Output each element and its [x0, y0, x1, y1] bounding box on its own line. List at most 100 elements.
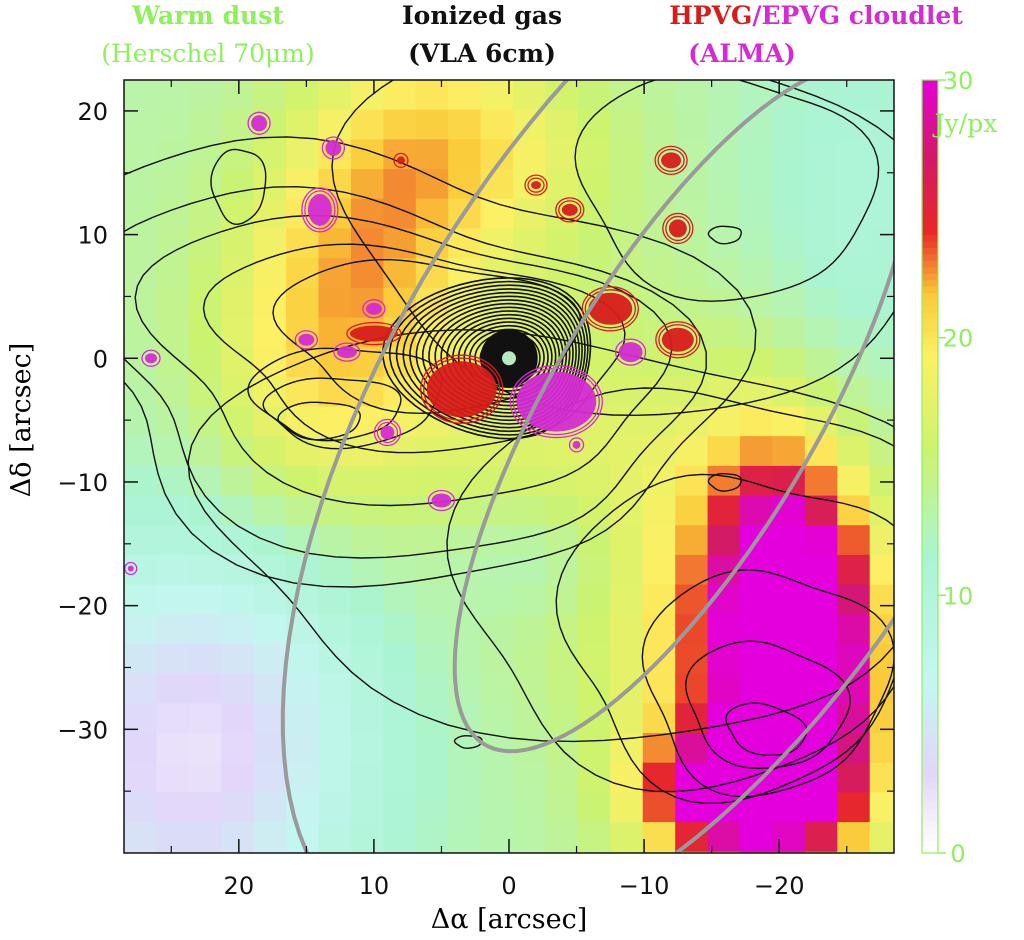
colorbar-segment — [922, 807, 938, 815]
epvg-cloudlet-contour — [294, 330, 319, 350]
heatmap-pixel — [318, 703, 352, 734]
heatmap-pixel — [869, 584, 894, 615]
heatmap-pixel — [610, 584, 644, 615]
heatmap-pixel — [286, 584, 320, 615]
heatmap-pixel — [577, 733, 611, 764]
colorbar-segment — [922, 80, 938, 87]
heatmap-pixel — [383, 169, 417, 200]
heatmap-pixel — [221, 644, 255, 675]
heatmap-pixel — [772, 436, 806, 467]
heatmap-pixel — [318, 258, 352, 289]
heatmap-pixel — [869, 554, 894, 586]
heatmap-pixel — [156, 258, 190, 289]
heatmap-pixel — [642, 792, 676, 823]
heatmap-pixel — [188, 762, 222, 793]
colorbar-segment — [922, 176, 938, 184]
radio-contour — [277, 401, 361, 441]
heatmap-pixel — [350, 792, 384, 823]
heatmap-pixel — [545, 614, 579, 645]
heatmap-pixel — [156, 584, 190, 615]
hpvg-cloudlet-contour — [657, 148, 685, 173]
radio-contour — [124, 185, 707, 559]
heatmap-pixel — [837, 554, 871, 586]
heatmap-pixel — [124, 465, 157, 497]
heatmap-pixel — [869, 525, 894, 556]
epvg-cloudlet-contour — [373, 418, 402, 447]
heatmap-pixel — [610, 436, 644, 467]
colorbar-segment — [922, 666, 938, 674]
heatmap-pixel — [415, 673, 449, 704]
y-axis: 20 10 0 −10 −20 −30 — [57, 98, 894, 792]
heatmap-pixel — [480, 554, 514, 586]
colorbar: 0 10 20 30 — [921, 67, 973, 868]
radio-contour — [272, 258, 582, 415]
heatmap-pixel — [383, 614, 417, 645]
colorbar-segment — [922, 357, 938, 364]
heatmap-pixel — [253, 406, 287, 437]
heatmap-pixel — [188, 614, 222, 645]
heatmap-pixel — [642, 614, 676, 645]
heatmap-pixel — [707, 347, 741, 378]
heatmap-pixel — [707, 406, 741, 437]
heatmap-pixel — [415, 733, 449, 764]
heatmap-pixel — [545, 822, 579, 853]
heatmap-pixel — [675, 851, 709, 853]
heatmap-pixel — [156, 347, 190, 378]
heatmap-pixel — [156, 376, 190, 408]
x-tick-label: −10 — [619, 872, 670, 900]
heatmap-pixel — [707, 822, 741, 853]
colorbar-segment — [922, 440, 938, 448]
heatmap-pixel — [740, 822, 773, 853]
heatmap-pixel — [253, 198, 287, 229]
heatmap-pixel — [772, 287, 806, 319]
heatmap-pixel — [577, 614, 611, 645]
heatmap-pixel — [188, 584, 222, 615]
heatmap-pixel — [124, 525, 157, 556]
heatmap-pixel — [383, 792, 417, 823]
heatmap-pixel — [675, 673, 709, 704]
heatmap-pixel — [675, 287, 709, 319]
colorbar-segment — [922, 627, 938, 635]
heatmap-pixel — [480, 525, 514, 556]
heatmap-pixel — [642, 584, 676, 615]
heatmap-pixel — [124, 436, 157, 467]
heatmap-pixel — [124, 376, 157, 408]
colorbar-segment — [922, 395, 938, 403]
hpvg-cloudlet-contour — [527, 177, 545, 193]
heatmap-pixel — [740, 139, 773, 170]
heatmap-pixel — [221, 109, 255, 140]
heatmap-pixel — [837, 614, 871, 645]
heatmap-pixel — [156, 703, 190, 734]
heatmap-pixel — [415, 584, 449, 615]
heatmap-pixel — [480, 673, 514, 704]
heatmap-pixel — [513, 762, 547, 793]
radio-contour — [725, 702, 808, 757]
colorbar-segment — [922, 247, 938, 255]
heatmap-pixel — [415, 822, 449, 853]
heatmap-pixel — [188, 673, 222, 704]
heatmap-pixel — [675, 436, 709, 467]
heatmap-pixel — [545, 584, 579, 615]
colorbar-segment — [922, 653, 938, 661]
heatmap-pixel — [740, 317, 773, 348]
heatmap-pixel — [513, 851, 547, 853]
heatmap-pixel — [318, 584, 352, 615]
heatmap-pixel — [448, 851, 482, 853]
colorbar-segment — [922, 614, 938, 622]
colorbar-segment — [922, 221, 938, 229]
colorbar-segment — [922, 775, 938, 783]
heatmap-pixel — [772, 614, 806, 645]
x-axis-label: Δα [arcsec] — [431, 904, 587, 935]
colorbar-segment — [922, 163, 938, 171]
colorbar-segment — [922, 479, 938, 487]
heatmap-pixel — [350, 287, 384, 319]
heatmap-pixel — [804, 851, 838, 853]
colorbar-segment — [922, 659, 938, 667]
heatmap-pixel — [513, 614, 547, 645]
epvg-cloudlet-contour — [247, 111, 271, 135]
heatmap-pixel — [480, 822, 514, 853]
colorbar-segment — [922, 634, 938, 641]
heatmap-pixel — [740, 792, 773, 823]
heatmap-pixel — [675, 644, 709, 675]
